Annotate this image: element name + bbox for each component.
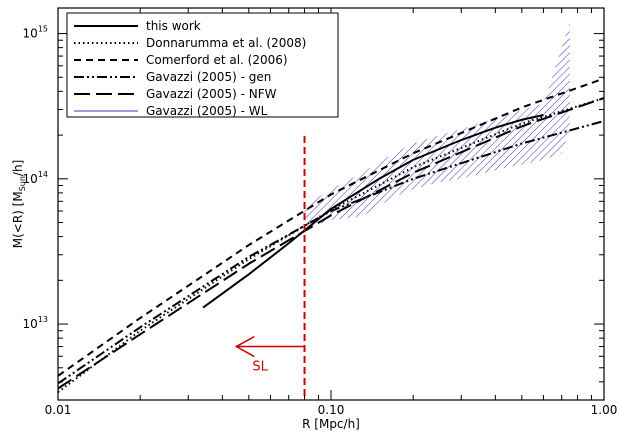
legend-items: this work Donnarumma et al. (2008) Comerfo… <box>74 19 306 118</box>
y-axis-title: M(<R) [MSun/h] <box>11 160 27 249</box>
x-tick-label: 1.00 <box>591 403 618 417</box>
legend-label-gavazzi-2005-nfw: Gavazzi (2005) - NFW <box>146 87 277 101</box>
y-tick-label-base: 10 <box>23 172 38 186</box>
y-tick-label-exponent: 15 <box>38 25 48 34</box>
sl-label: SL <box>252 359 268 374</box>
y-axis-title-sub: Sun <box>18 176 27 191</box>
y-tick-label-exponent: 14 <box>38 170 48 179</box>
y-tick-label: 1013 <box>23 315 48 331</box>
y-axis-title-prefix: M(<R) [M <box>11 191 25 248</box>
legend-label-comerford-et-al-2006: Comerford et al. (2006) <box>146 53 288 67</box>
series-band-gavazzi-2005-wl <box>304 22 570 230</box>
y-axis-title-suffix: /h] <box>11 160 25 176</box>
legend-label-this-work: this work <box>146 19 201 33</box>
y-tick-label-exponent: 13 <box>38 315 48 324</box>
y-tick-label-base: 10 <box>23 27 38 41</box>
y-tick-label: 1014 <box>23 170 48 186</box>
series-layer <box>58 77 604 393</box>
y-tick-label-base: 10 <box>23 317 38 331</box>
x-tick-label: 0.01 <box>45 403 72 417</box>
sl-arrow-head <box>234 335 255 358</box>
legend-label-donnarumma-et-al-2008: Donnarumma et al. (2008) <box>146 36 306 50</box>
legend: this work Donnarumma et al. (2008) Comerfo… <box>66 12 339 118</box>
x-tick-label: 0.10 <box>318 403 345 417</box>
legend-box <box>66 12 339 118</box>
tick-layer <box>57 8 605 401</box>
annotation-layer: SL <box>234 136 306 400</box>
legend-label-gavazzi-2005-wl: Gavazzi (2005) - WL <box>146 104 268 118</box>
series-line-comerford-et-al-2006 <box>58 77 604 377</box>
y-tick-label: 1015 <box>23 25 48 41</box>
band-layer <box>304 22 570 230</box>
series-line-gavazzi-2005-gen <box>58 120 604 385</box>
legend-label-gavazzi-2005-gen: Gavazzi (2005) - gen <box>146 70 271 84</box>
x-axis-title: R [Mpc/h] <box>302 417 360 431</box>
series-line-this-work <box>202 114 544 309</box>
series-line-gavazzi-2005-nfw <box>58 97 604 390</box>
